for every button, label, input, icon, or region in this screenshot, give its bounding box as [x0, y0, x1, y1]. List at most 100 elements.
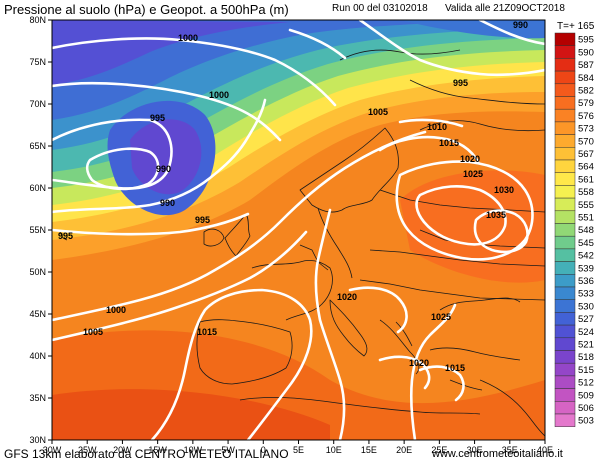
lat-tick-label: 30N	[29, 435, 46, 445]
legend-value: 551	[578, 213, 594, 224]
isobar-label: 1030	[494, 185, 514, 195]
legend-value: 590	[578, 47, 594, 58]
isobar-label: 995	[150, 113, 165, 123]
legend-value: 533	[578, 289, 594, 300]
legend-swatch	[554, 147, 576, 161]
isobar-label: 990	[513, 20, 528, 30]
lat-tick-label: 75N	[29, 57, 46, 67]
lat-tick-label: 65N	[29, 141, 46, 151]
lon-tick-label: 20E	[396, 445, 412, 455]
legend-swatch	[554, 185, 576, 199]
footer-credit: GFS 13km elaborato da CENTRO METEO ITALI…	[4, 447, 289, 461]
lon-tick-label: 25W	[78, 445, 97, 455]
isobar-label: 1010	[427, 122, 447, 132]
lon-tick-label: 0	[261, 445, 266, 455]
legend-value: 595	[578, 35, 594, 46]
isobar-label: 1015	[197, 327, 217, 337]
lon-tick-label: 20W	[113, 445, 132, 455]
isobar-label: 1035	[486, 210, 506, 220]
isobar-label: 1025	[431, 312, 451, 322]
lat-tick-label: 45N	[29, 309, 46, 319]
isobar-label: 1000	[106, 305, 126, 315]
legend-swatch	[554, 388, 576, 402]
lat-tick-label: 50N	[29, 267, 46, 277]
legend-value: 558	[578, 187, 594, 198]
map-title: Pressione al suolo (hPa) e Geopot. a 500…	[4, 2, 289, 17]
lat-tick-label: 55N	[29, 225, 46, 235]
legend-swatch	[554, 299, 576, 313]
legend-swatch	[554, 401, 576, 415]
legend-swatch	[554, 172, 576, 186]
run-info: Run 00 del 03102018	[332, 3, 428, 14]
lon-tick-label: 15W	[148, 445, 167, 455]
legend-swatch	[554, 121, 576, 135]
lon-tick-label: 35E	[502, 445, 518, 455]
lon-tick-label: 25E	[431, 445, 447, 455]
legend-swatch	[554, 337, 576, 351]
lon-tick-label: 40E	[537, 445, 553, 455]
lon-tick-label: 15E	[361, 445, 377, 455]
legend-swatch	[554, 32, 576, 46]
legend-swatch	[554, 83, 576, 97]
legend-swatch	[554, 197, 576, 212]
legend-swatch	[554, 58, 576, 72]
legend-value: 564	[578, 162, 594, 173]
legend-swatch	[554, 286, 576, 300]
legend-value: 518	[578, 352, 594, 363]
longitude-axis: 30W 25W 20W 15W 10W 5W 0 5E 10E 15E 20E 25E 30E 35E 40…	[43, 440, 553, 455]
latitude-axis: 80N 75N 70N 65N 60N 55N 50N 45N 40N 35N 30N	[29, 15, 52, 445]
lat-tick-label: 40N	[29, 351, 46, 361]
isobar-label: 995	[453, 78, 468, 88]
legend-value: 579	[578, 98, 594, 109]
legend-value: 521	[578, 340, 594, 351]
isobar-label: 1005	[83, 327, 103, 337]
legend-swatch	[554, 45, 576, 59]
legend-swatch	[554, 413, 576, 427]
legend-swatch	[554, 261, 576, 275]
legend-swatch	[554, 70, 576, 85]
coastlines	[59, 49, 545, 437]
lon-tick-label: 30E	[467, 445, 483, 455]
legend-swatch	[554, 375, 576, 389]
legend-value: 503	[578, 416, 594, 427]
legend-value: 545	[578, 238, 594, 249]
isobar-label: 1020	[337, 292, 357, 302]
forecast-hour: T=+ 165	[557, 21, 595, 32]
legend-value: 573	[578, 124, 594, 135]
legend-value: 587	[578, 60, 594, 71]
legend-value: 584	[578, 73, 594, 84]
legend-value: 515	[578, 365, 594, 376]
lon-tick-label: 5E	[293, 445, 304, 455]
legend-swatch	[554, 159, 576, 173]
valid-time: Valida alle 21Z09OCT2018	[445, 3, 565, 14]
isobar-label: 995	[58, 231, 73, 241]
legend-swatch	[554, 362, 576, 377]
legend-swatch	[554, 210, 576, 224]
lat-tick-label: 35N	[29, 393, 46, 403]
legend-swatch	[554, 324, 576, 339]
isobar-label: 1020	[409, 358, 429, 368]
isobar-label: 995	[195, 215, 210, 225]
legend-swatch	[554, 312, 576, 326]
legend-swatch	[554, 96, 576, 110]
isobar-label: 1025	[463, 169, 483, 179]
footer-website[interactable]: www.centrometeoitaliano.it	[432, 448, 563, 460]
legend-value: 582	[578, 86, 594, 97]
legend-swatch	[554, 274, 576, 288]
legend-value: 576	[578, 111, 594, 122]
legend-value: 539	[578, 263, 594, 274]
lat-tick-label: 70N	[29, 99, 46, 109]
isobar-label: 990	[156, 164, 171, 174]
legend-value: 567	[578, 149, 594, 160]
legend-value: 542	[578, 251, 594, 262]
legend-value: 536	[578, 276, 594, 287]
lon-tick-label: 30W	[43, 445, 62, 455]
lat-tick-label: 60N	[29, 183, 46, 193]
legend-swatch	[554, 108, 576, 123]
legend-value: 506	[578, 403, 594, 414]
lat-tick-label: 80N	[29, 15, 46, 25]
isobar-label: 1005	[368, 107, 388, 117]
legend-value: 561	[578, 174, 594, 185]
